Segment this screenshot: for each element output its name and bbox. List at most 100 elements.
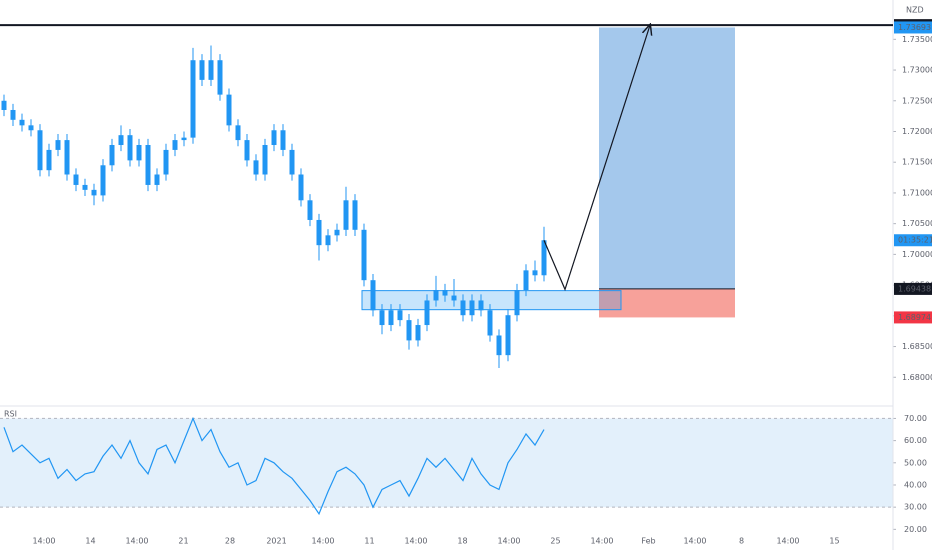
candle-body bbox=[64, 140, 70, 175]
candle-body bbox=[145, 145, 151, 185]
candle-body bbox=[487, 310, 493, 336]
candle-body bbox=[46, 149, 52, 171]
candle-body bbox=[136, 145, 142, 161]
candle-body bbox=[523, 270, 529, 291]
candle-body bbox=[226, 94, 232, 126]
candle-body bbox=[109, 145, 115, 166]
rsi-y-tick-label: 20.00 bbox=[904, 525, 927, 534]
candle-body bbox=[505, 315, 511, 356]
candle-body bbox=[190, 60, 196, 138]
candle-body bbox=[460, 300, 466, 316]
x-tick-label: 14:00 bbox=[590, 537, 613, 546]
x-tick-label: 2021 bbox=[266, 537, 286, 546]
x-tick-label: 14:00 bbox=[404, 537, 427, 546]
candle-body bbox=[469, 300, 475, 316]
candle-body bbox=[352, 200, 358, 230]
candle-body bbox=[280, 130, 286, 150]
candle-body bbox=[235, 125, 241, 141]
y-tick-label: 1.70000 bbox=[902, 250, 932, 259]
x-tick-label: Feb bbox=[641, 537, 655, 546]
x-tick-label: 21 bbox=[178, 537, 188, 546]
x-tick-label: 18 bbox=[457, 537, 467, 546]
candle-body bbox=[343, 200, 349, 230]
candle-body bbox=[199, 60, 205, 80]
rsi-line bbox=[3, 416, 545, 516]
stop-zone bbox=[599, 288, 735, 318]
y-tick-label: 1.73500 bbox=[902, 35, 932, 44]
candle-body bbox=[379, 310, 385, 326]
candle-body bbox=[217, 60, 223, 95]
candle-body bbox=[163, 149, 169, 175]
candle-body bbox=[514, 290, 520, 316]
rsi-y-tick-label: 30.00 bbox=[904, 503, 927, 512]
x-tick-label: 11 bbox=[364, 537, 374, 546]
countdown-label: 01:35:21 bbox=[898, 236, 932, 245]
x-tick-label: 8 bbox=[739, 537, 744, 546]
y-tick-label: 1.72000 bbox=[902, 127, 932, 136]
candle-body bbox=[541, 240, 547, 276]
rsi-y-tick-label: 70.00 bbox=[904, 414, 927, 423]
candle-body bbox=[397, 310, 403, 321]
y-tick-label: 1.71000 bbox=[902, 188, 932, 197]
candle-body bbox=[127, 135, 133, 161]
candle-body bbox=[271, 130, 277, 146]
candle-body bbox=[28, 125, 34, 131]
candle-body bbox=[172, 140, 178, 150]
candle-body bbox=[496, 335, 502, 356]
candle-body bbox=[19, 119, 25, 126]
y-tick-label: 1.68500 bbox=[902, 342, 932, 351]
candle-body bbox=[55, 140, 61, 150]
candle-body bbox=[442, 290, 448, 296]
candle-body bbox=[424, 300, 430, 326]
candle-body bbox=[10, 109, 16, 120]
y-tick-label: 1.71500 bbox=[902, 158, 932, 167]
price-label-bg bbox=[894, 282, 932, 295]
x-tick-label: 14:00 bbox=[683, 537, 706, 546]
price-label: 1.68974 bbox=[898, 313, 931, 322]
candle-body bbox=[244, 140, 250, 161]
candle-body bbox=[181, 137, 187, 141]
target-zone bbox=[599, 27, 735, 289]
y-tick-label: 1.72500 bbox=[902, 96, 932, 105]
candle-body bbox=[1, 100, 7, 110]
price-label: 1.73693 bbox=[898, 23, 931, 32]
x-tick-label: 14:00 bbox=[125, 537, 148, 546]
candle-body bbox=[118, 135, 124, 146]
candle-body bbox=[451, 295, 457, 301]
x-tick-label: 14:00 bbox=[32, 537, 55, 546]
candle-body bbox=[370, 280, 376, 311]
candle-body bbox=[289, 149, 295, 175]
candle-body bbox=[253, 160, 259, 175]
candle-body bbox=[478, 300, 484, 311]
candle-body bbox=[100, 165, 106, 196]
candle-body bbox=[415, 325, 421, 341]
candle-body bbox=[334, 229, 340, 236]
demand-zone bbox=[361, 290, 622, 311]
countdown-label-bg bbox=[894, 234, 932, 247]
rsi-y-tick-label: 50.00 bbox=[904, 458, 927, 467]
x-tick-label: 28 bbox=[225, 537, 235, 546]
y-tick-label: 1.70500 bbox=[902, 219, 932, 228]
x-tick-label: 14:00 bbox=[497, 537, 520, 546]
x-tick-label: 15 bbox=[829, 537, 839, 546]
candle-body bbox=[91, 189, 97, 196]
candle-body bbox=[361, 229, 367, 281]
candle-body bbox=[37, 130, 43, 171]
rsi-title: RSI bbox=[4, 410, 17, 419]
candle-body bbox=[154, 174, 160, 185]
projection-arrow bbox=[543, 25, 650, 292]
candle-body bbox=[406, 320, 412, 341]
rsi-y-tick-label: 60.00 bbox=[904, 436, 927, 445]
price-label-bg bbox=[894, 21, 932, 34]
candle-body bbox=[433, 290, 439, 301]
candle-body bbox=[388, 310, 394, 326]
candle-body bbox=[532, 270, 538, 276]
x-tick-label: 14 bbox=[85, 537, 95, 546]
price-label: 1.69438 bbox=[898, 284, 931, 293]
symbol-label: NZD bbox=[906, 6, 924, 15]
y-tick-label: 1.68000 bbox=[902, 373, 932, 382]
price-label-bg bbox=[894, 311, 932, 324]
candle-body bbox=[325, 235, 331, 246]
